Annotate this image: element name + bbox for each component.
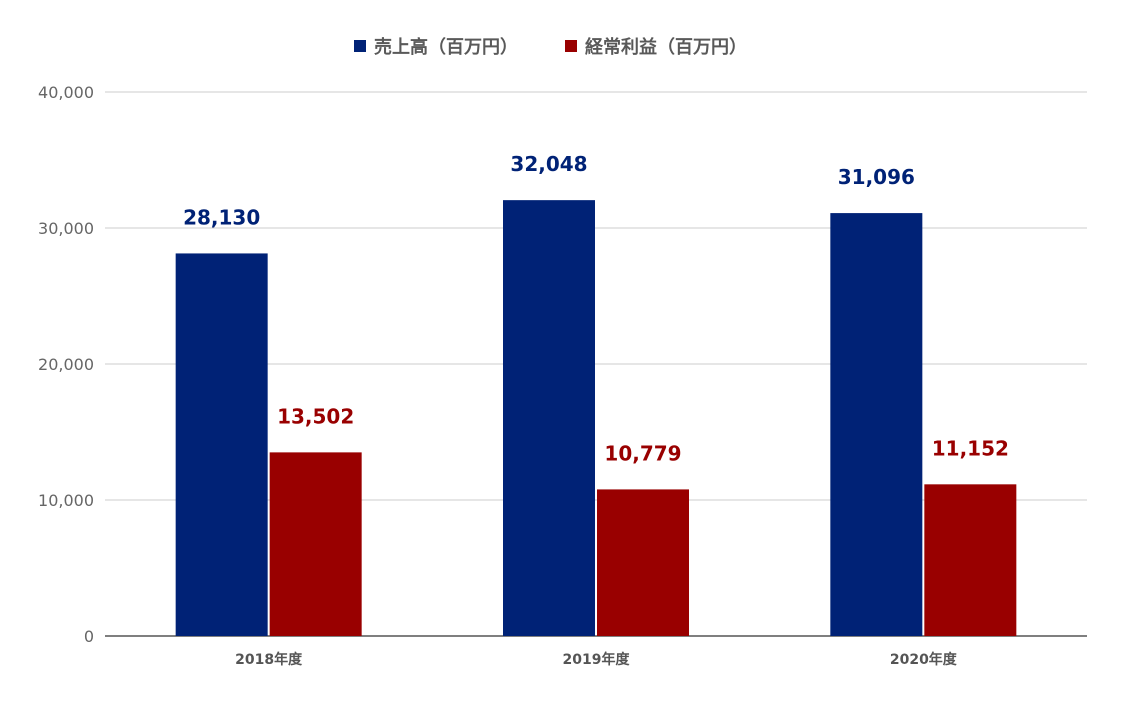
y-tick-label: 40,000 <box>38 83 94 102</box>
data-labels: 28,130 13,502 32,048 10,779 31,096 11,152 <box>183 152 1009 465</box>
legend-swatch-ordinary-profit <box>565 40 577 52</box>
x-tick-label: 2018年度 <box>235 651 303 668</box>
bars <box>175 200 1017 636</box>
data-label-ordinary-profit: 13,502 <box>277 404 354 428</box>
bar-sales <box>830 213 923 636</box>
legend-label-ordinary-profit: 経常利益（百万円） <box>585 36 747 58</box>
bar-sales <box>503 200 595 636</box>
y-tick-label: 20,000 <box>38 355 94 374</box>
y-tick-label: 0 <box>84 627 94 646</box>
x-axis-ticks: 2018年度 2019年度 2020年度 <box>235 651 958 668</box>
y-tick-label: 10,000 <box>38 491 94 510</box>
legend-label-sales: 売上高（百万円） <box>374 36 518 58</box>
bar-sales <box>175 253 268 636</box>
legend: 売上高（百万円） 経常利益（百万円） <box>354 36 747 58</box>
data-label-sales: 32,048 <box>510 152 587 176</box>
y-tick-label: 30,000 <box>38 219 94 238</box>
bar-ordinary-profit <box>269 452 362 636</box>
bar-ordinary-profit <box>597 489 689 636</box>
data-label-sales: 28,130 <box>183 205 260 229</box>
data-label-sales: 31,096 <box>838 165 915 189</box>
x-tick-label: 2019年度 <box>563 651 631 668</box>
bar-ordinary-profit <box>924 484 1017 636</box>
data-label-ordinary-profit: 11,152 <box>932 436 1009 460</box>
data-label-ordinary-profit: 10,779 <box>604 441 681 465</box>
x-tick-label: 2020年度 <box>890 651 958 668</box>
legend-swatch-sales <box>354 40 366 52</box>
gridlines <box>105 91 1087 637</box>
y-axis-ticks: 0 10,000 20,000 30,000 40,000 <box>38 83 94 646</box>
